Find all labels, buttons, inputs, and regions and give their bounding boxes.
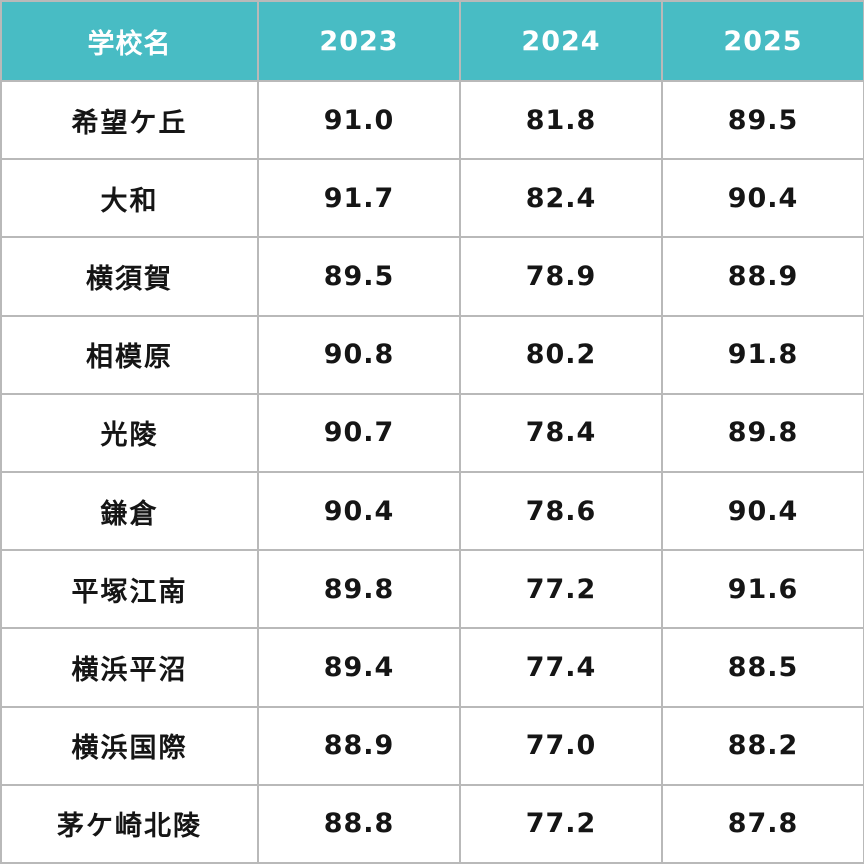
school-name: 茅ケ崎北陵 xyxy=(0,783,259,864)
score-2023: 88.9 xyxy=(257,705,461,786)
column-header-2023: 2023 xyxy=(257,0,461,82)
school-name: 光陵 xyxy=(0,392,259,473)
table-row: 光陵 90.7 78.4 89.8 xyxy=(0,392,864,473)
column-header-2025: 2025 xyxy=(661,0,864,82)
school-name: 平塚江南 xyxy=(0,549,259,630)
school-name: 希望ケ丘 xyxy=(0,79,259,161)
score-2025: 90.4 xyxy=(661,158,864,239)
school-name: 鎌倉 xyxy=(0,470,259,552)
table-row: 横須賀 89.5 78.9 88.9 xyxy=(0,236,864,317)
score-2024: 78.4 xyxy=(459,392,663,473)
score-2025: 88.2 xyxy=(661,705,864,786)
score-2024: 77.0 xyxy=(459,705,663,786)
score-2025: 91.6 xyxy=(661,549,864,630)
table-row: 横浜国際 88.9 77.0 88.2 xyxy=(0,705,864,786)
score-2023: 89.8 xyxy=(257,549,461,630)
score-2025: 89.8 xyxy=(661,392,864,473)
score-2025: 89.5 xyxy=(661,79,864,161)
table-header: 学校名 2023 2024 2025 xyxy=(0,0,864,82)
score-2023: 91.7 xyxy=(257,158,461,239)
score-2024: 80.2 xyxy=(459,314,663,395)
score-2025: 90.4 xyxy=(661,470,864,552)
score-2024: 77.2 xyxy=(459,783,663,864)
table-row: 鎌倉 90.4 78.6 90.4 xyxy=(0,470,864,552)
table-row: 大和 91.7 82.4 90.4 xyxy=(0,158,864,239)
header-row: 学校名 2023 2024 2025 xyxy=(0,0,864,82)
school-name: 横須賀 xyxy=(0,236,259,317)
table-row: 希望ケ丘 91.0 81.8 89.5 xyxy=(0,79,864,161)
score-2024: 77.2 xyxy=(459,549,663,630)
score-2023: 88.8 xyxy=(257,783,461,864)
score-2025: 91.8 xyxy=(661,314,864,395)
score-2024: 78.9 xyxy=(459,236,663,317)
score-2024: 81.8 xyxy=(459,79,663,161)
school-name: 横浜国際 xyxy=(0,705,259,786)
table-row: 相模原 90.8 80.2 91.8 xyxy=(0,314,864,395)
table-row: 横浜平沼 89.4 77.4 88.5 xyxy=(0,627,864,708)
score-2023: 90.4 xyxy=(257,470,461,552)
column-header-school: 学校名 xyxy=(0,0,259,82)
score-2023: 91.0 xyxy=(257,79,461,161)
score-2024: 78.6 xyxy=(459,470,663,552)
school-name: 横浜平沼 xyxy=(0,627,259,708)
score-2023: 90.7 xyxy=(257,392,461,473)
score-2024: 77.4 xyxy=(459,627,663,708)
score-2023: 90.8 xyxy=(257,314,461,395)
score-2023: 89.4 xyxy=(257,627,461,708)
score-2023: 89.5 xyxy=(257,236,461,317)
table-body: 希望ケ丘 91.0 81.8 89.5 大和 91.7 82.4 90.4 横須… xyxy=(0,79,864,864)
table-row: 平塚江南 89.8 77.2 91.6 xyxy=(0,549,864,630)
score-2025: 87.8 xyxy=(661,783,864,864)
school-name: 大和 xyxy=(0,158,259,239)
score-2024: 82.4 xyxy=(459,158,663,239)
school-name: 相模原 xyxy=(0,314,259,395)
table-row: 茅ケ崎北陵 88.8 77.2 87.8 xyxy=(0,783,864,864)
score-2025: 88.5 xyxy=(661,627,864,708)
column-header-2024: 2024 xyxy=(459,0,663,82)
score-2025: 88.9 xyxy=(661,236,864,317)
